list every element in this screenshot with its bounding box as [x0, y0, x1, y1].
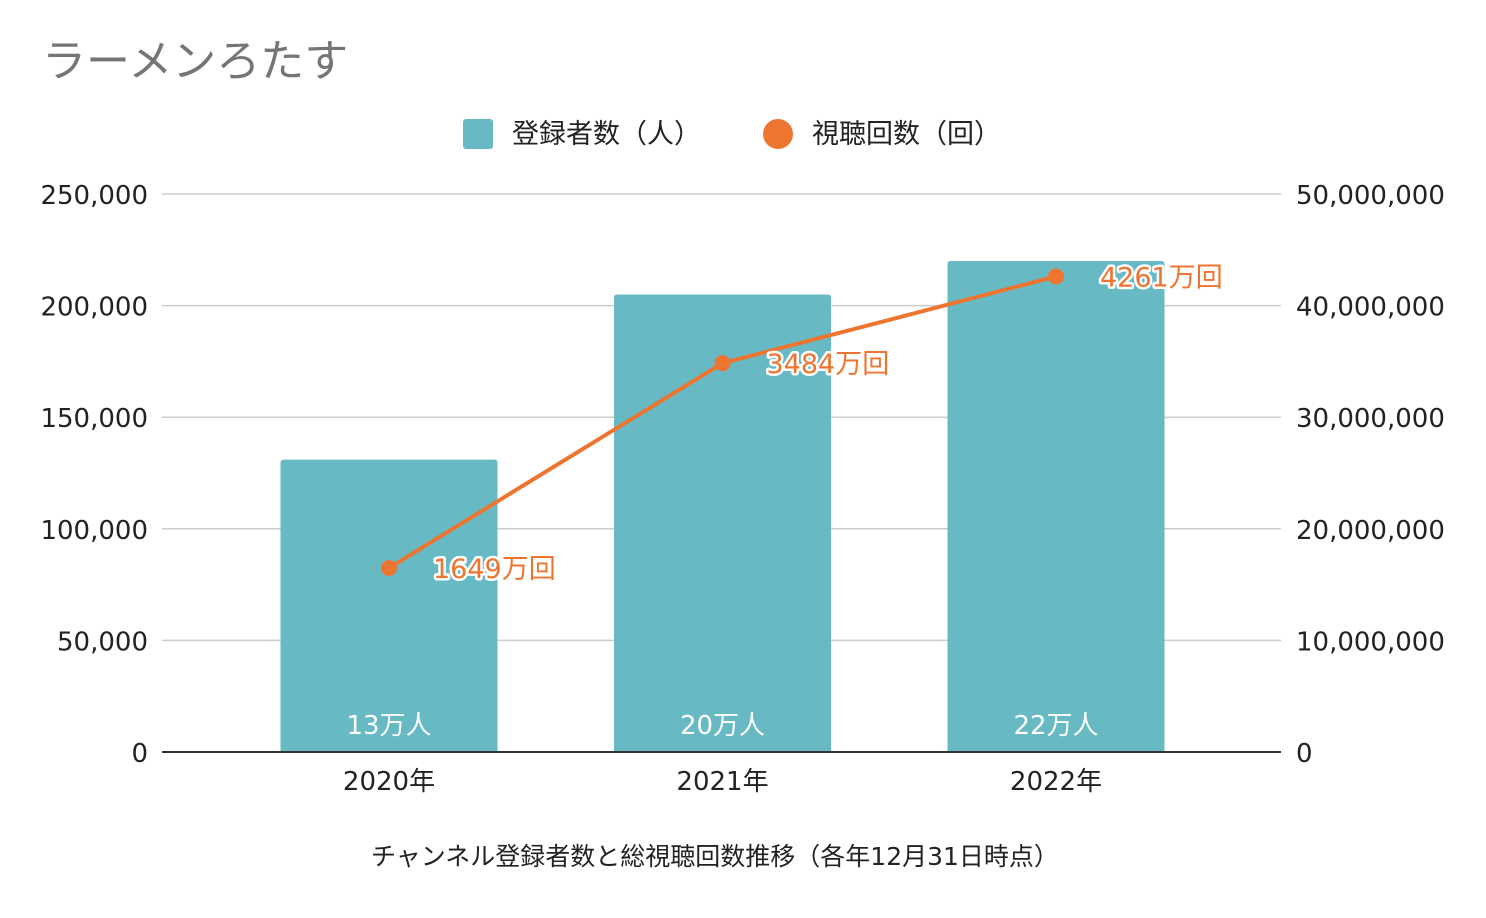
- y-left-tick-label: 100,000: [40, 516, 148, 546]
- bar-data-label: 13万人: [346, 711, 431, 741]
- chart-title: ラーメンろたす: [42, 36, 348, 87]
- views-point: [714, 355, 731, 372]
- legend-label-views: 視聴回数（回）: [812, 119, 1001, 150]
- bar: [280, 459, 498, 752]
- views-data-label: 1649万回: [433, 554, 556, 585]
- legend-swatch-subscribers: [463, 119, 493, 149]
- views-data-label: 4261万回: [1100, 262, 1223, 293]
- legend-swatch-views: [763, 119, 793, 149]
- y-right-tick-label: 0: [1296, 739, 1313, 769]
- y-left-tick-label: 50,000: [57, 627, 148, 657]
- bar: [614, 294, 831, 752]
- y-right-tick-label: 10,000,000: [1296, 627, 1445, 657]
- y-left-tick-label: 0: [131, 739, 148, 769]
- legend: 登録者数（人） 視聴回数（回）: [463, 119, 1001, 150]
- y-right-tick-label: 40,000,000: [1296, 293, 1445, 323]
- legend-label-subscribers: 登録者数（人）: [512, 119, 701, 150]
- views-point: [1048, 268, 1064, 285]
- y-left-tick-label: 250,000: [40, 181, 148, 211]
- bar-data-label: 20万人: [680, 711, 765, 741]
- y-left-tick-label: 150,000: [40, 404, 148, 434]
- y-right-tick-label: 30,000,000: [1296, 404, 1445, 434]
- x-tick-label: 2021年: [676, 767, 768, 797]
- y-right-tick-label: 50,000,000: [1296, 181, 1445, 211]
- views-point: [381, 559, 397, 576]
- x-axis-title: チャンネル登録者数と総視聴回数推移（各年12月31日時点）: [371, 842, 1059, 871]
- y-left-tick-label: 200,000: [40, 293, 148, 323]
- bar-data-label: 22万人: [1013, 711, 1098, 741]
- bar: [947, 260, 1165, 752]
- views-data-label: 3484万回: [767, 349, 890, 380]
- y-right-tick-label: 20,000,000: [1296, 516, 1445, 546]
- x-tick-label: 2020年: [343, 767, 435, 797]
- x-tick-label: 2022年: [1010, 767, 1102, 797]
